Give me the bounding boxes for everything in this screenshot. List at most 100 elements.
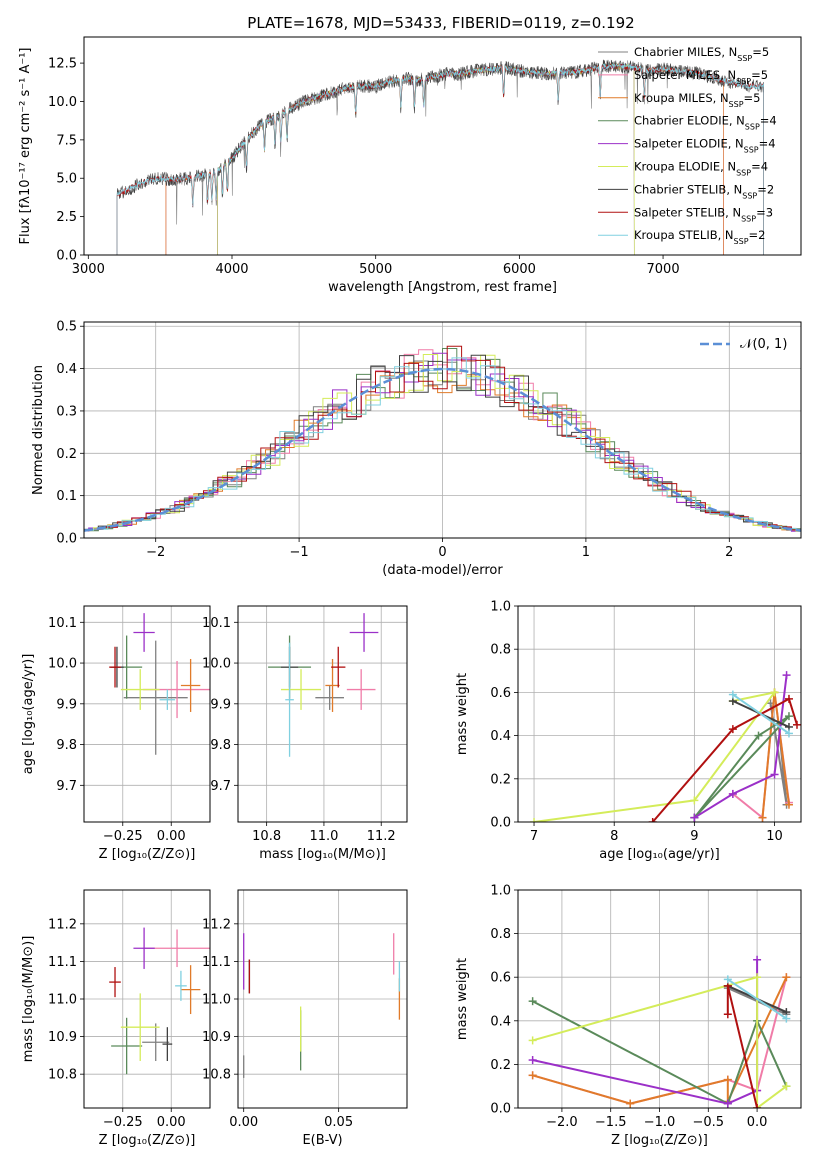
panel-z-weight: −2.0 −1.5 −1.0 −0.5 0.0 0.0 0.2 0.4 0.6 0.8 1.0 Z [… bbox=[455, 884, 802, 1148]
weight-series bbox=[532, 1000, 788, 1106]
weight-series bbox=[693, 674, 788, 819]
y-tick-label: 9.9 bbox=[56, 697, 77, 712]
x-axis-label: wavelength [Angstrom, rest frame] bbox=[328, 280, 557, 295]
panel-ebv-mass: 0.00 0.05 10.8 10.9 11.0 11.1 11.2 E(B-V) bbox=[202, 889, 408, 1148]
y-tick-label: 0.8 bbox=[490, 643, 511, 658]
legend: Chabrier MILES, NSSP=5 Salpeter MILES, NS… bbox=[598, 45, 777, 246]
legend-subscript: SSP bbox=[734, 237, 749, 246]
legend-subscript: SSP bbox=[744, 145, 759, 154]
x-tick-label: −2 bbox=[146, 545, 165, 560]
x-axis-label: E(B-V) bbox=[302, 1133, 342, 1148]
y-tick-label: 1.0 bbox=[490, 600, 511, 615]
x-tick-label: 0.00 bbox=[157, 1115, 186, 1130]
y-tick-label: 0.4 bbox=[56, 362, 77, 377]
y-tick-label: 10.0 bbox=[48, 95, 77, 110]
x-tick-label: 0.00 bbox=[229, 1115, 258, 1130]
x-tick-label: 11.2 bbox=[367, 829, 396, 844]
weight-series bbox=[727, 978, 787, 1020]
y-axis-label: mass weight bbox=[455, 958, 470, 1040]
axes-frame bbox=[517, 889, 802, 1109]
x-tick-label: 0 bbox=[438, 545, 446, 560]
weight-series bbox=[533, 690, 777, 822]
y-tick-label: 10.9 bbox=[202, 1030, 231, 1045]
y-axis-label: age [log₁₀(age/yr)] bbox=[21, 654, 36, 775]
legend-subscript: SSP bbox=[736, 168, 751, 177]
y-tick-label: 11.0 bbox=[48, 993, 77, 1008]
x-tick-label: 11.0 bbox=[309, 829, 338, 844]
legend-entry: Salpeter ELODIE, NSSP=4 bbox=[634, 137, 776, 155]
y-tick-label: 0.0 bbox=[490, 816, 511, 831]
legend-subscript: SSP bbox=[741, 214, 756, 223]
normal-curve bbox=[84, 367, 801, 532]
legend-entry: Kroupa ELODIE, NSSP=4 bbox=[634, 160, 768, 178]
y-tick-label: 0.4 bbox=[490, 1014, 511, 1029]
x-tick-label: −0.25 bbox=[103, 1115, 143, 1130]
x-tick-label: 1 bbox=[582, 545, 590, 560]
legend-tail: =2 bbox=[749, 228, 766, 242]
legend-tail: =3 bbox=[756, 205, 773, 219]
legend-tail: =4 bbox=[760, 114, 777, 128]
axes-frame bbox=[83, 889, 211, 1109]
y-tick-label: 0.2 bbox=[490, 772, 511, 787]
panel-residuals: −2 −1 0 1 2 0.0 0.1 0.2 0.3 0.4 0.5 (data-model)/er… bbox=[31, 320, 802, 578]
x-tick-label: 0.0 bbox=[747, 1115, 768, 1130]
x-tick-label: 10 bbox=[766, 829, 783, 844]
y-tick-label: 9.7 bbox=[210, 779, 231, 794]
legend-entry: Salpeter STELIB, NSSP=3 bbox=[634, 205, 773, 223]
y-tick-label: 0.1 bbox=[56, 489, 77, 504]
y-tick-label: 10.8 bbox=[202, 1068, 231, 1083]
plot-area bbox=[109, 927, 210, 1075]
y-tick-label: 9.7 bbox=[56, 779, 77, 794]
y-tick-label: 11.1 bbox=[202, 955, 231, 970]
y-tick-label: 9.9 bbox=[210, 697, 231, 712]
legend-tail: =4 bbox=[751, 160, 768, 174]
y-tick-label: 11.2 bbox=[202, 917, 231, 932]
spectrum-line bbox=[116, 62, 764, 255]
y-tick-label: 11.0 bbox=[202, 993, 231, 1008]
plot-area bbox=[268, 613, 379, 757]
panel-z-mass: −0.25 0.00 10.8 10.9 11.0 11.1 11.2 Z [log₁₀(Z/… bbox=[21, 889, 211, 1148]
y-tick-label: 0.0 bbox=[490, 1102, 511, 1117]
axes-frame bbox=[83, 36, 802, 256]
legend-entry: Kroupa STELIB, NSSP=2 bbox=[634, 228, 765, 246]
y-tick-label: 12.5 bbox=[48, 57, 77, 72]
y-tick-label: 10.8 bbox=[48, 1068, 77, 1083]
panel-z-age: −0.25 0.00 9.7 9.8 9.9 10.0 10.1 Z [log₁₀(Z/Z⊙)… bbox=[21, 605, 211, 862]
figure-title: PLATE=1678, MJD=53433, FIBERID=0119, z=0… bbox=[247, 14, 634, 32]
legend-label: Salpeter ELODIE, N bbox=[634, 137, 744, 151]
legend-entry: Kroupa MILES, NSSP=5 bbox=[634, 91, 760, 109]
y-tick-label: 11.1 bbox=[48, 955, 77, 970]
x-axis-label: mass [log₁₀(M/M⊙)] bbox=[259, 847, 386, 862]
x-tick-label: 7 bbox=[530, 829, 538, 844]
y-tick-label: 7.5 bbox=[56, 133, 77, 148]
x-tick-label: −1.5 bbox=[595, 1115, 627, 1130]
y-tick-label: 0.0 bbox=[56, 249, 77, 264]
y-tick-label: 0.6 bbox=[490, 971, 511, 986]
legend-entry: Chabrier MILES, NSSP=5 bbox=[634, 45, 769, 63]
x-axis-label: Z [log₁₀(Z/Z⊙)] bbox=[99, 1133, 196, 1148]
legend-entry: Salpeter MILES, NSSP=5 bbox=[634, 68, 768, 86]
legend-subscript: SSP bbox=[729, 99, 744, 108]
y-tick-label: 10.0 bbox=[202, 657, 231, 672]
y-axis-label: mass weight bbox=[455, 673, 470, 755]
axes-frame bbox=[237, 889, 408, 1109]
legend-label: Chabrier MILES, N bbox=[634, 45, 737, 59]
y-tick-label: 11.2 bbox=[48, 917, 77, 932]
y-tick-label: 0.2 bbox=[56, 447, 77, 462]
y-tick-label: 1.0 bbox=[490, 884, 511, 899]
axes-frame bbox=[83, 605, 211, 823]
y-tick-label: 10.1 bbox=[202, 616, 231, 631]
y-tick-label: 9.8 bbox=[56, 738, 77, 753]
panel-mass-age: 10.8 11.0 11.2 9.7 9.8 9.9 10.0 10.1 mass [log₁₀… bbox=[202, 605, 408, 862]
panel-age-weight: 7 8 9 10 0.0 0.2 0.4 0.6 0.8 1.0 age [log₁₀(age/yr… bbox=[455, 600, 802, 862]
x-tick-label: 10.8 bbox=[252, 829, 281, 844]
legend-entry: Chabrier STELIB, NSSP=2 bbox=[634, 182, 774, 200]
weight-series bbox=[693, 715, 790, 819]
x-tick-label: −2.0 bbox=[546, 1115, 578, 1130]
axes-frame bbox=[83, 321, 802, 539]
legend-label: Kroupa MILES, N bbox=[634, 91, 729, 105]
weight-series bbox=[532, 975, 787, 1108]
panels: 3000 4000 5000 6000 70000.02.55.07.510.012.5… bbox=[18, 36, 802, 1148]
x-axis-label: age [log₁₀(age/yr)] bbox=[599, 847, 720, 862]
